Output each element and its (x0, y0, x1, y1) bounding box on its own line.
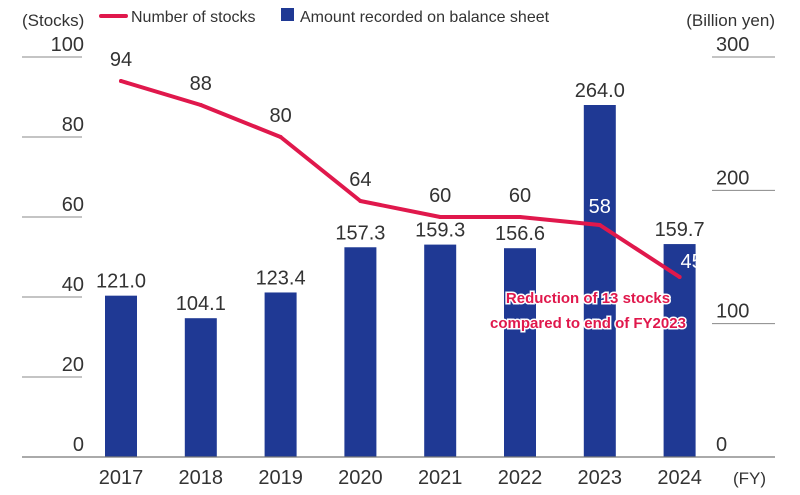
bar-value-label: 123.4 (256, 267, 306, 289)
x-tick-label: 2017 (99, 467, 144, 489)
line-point-2019 (278, 135, 283, 139)
x-tick-label: 2018 (179, 467, 224, 489)
left-axis: 0 20 40 60 80 100 (22, 34, 84, 456)
x-axis-unit: (FY) (733, 469, 766, 488)
legend: Number of stocks Amount recorded on balan… (99, 8, 550, 26)
bar-2019 (264, 292, 297, 457)
x-tick-label: 2023 (578, 467, 623, 489)
left-tick-label: 40 (62, 274, 84, 296)
legend-bar-label: Amount recorded on balance sheet (300, 9, 550, 26)
right-axis: 0 100 200 300 (712, 34, 775, 456)
bar-2021 (424, 244, 457, 457)
bar-value-label: 104.1 (176, 293, 226, 315)
bar-2018 (184, 318, 217, 457)
bar-value-label: 121.0 (96, 271, 146, 293)
line-value-label: 60 (509, 185, 531, 207)
left-axis-label: (Stocks) (22, 11, 84, 30)
x-tick-label: 2022 (498, 467, 543, 489)
left-tick-label: 0 (73, 434, 84, 456)
x-tick-label: 2021 (418, 467, 463, 489)
legend-line-label: Number of stocks (131, 9, 255, 26)
left-tick-label: 60 (62, 194, 84, 216)
bar-value-label: 157.3 (335, 222, 385, 244)
line-point-2018 (198, 103, 203, 107)
line-value-label: 60 (429, 185, 451, 207)
right-tick-label: 0 (716, 434, 727, 456)
line-value-label: 64 (349, 169, 371, 191)
line-value-label: 80 (269, 105, 291, 127)
bar-value-label: 159.3 (415, 220, 465, 242)
bar-2022 (504, 248, 536, 457)
left-tick-label: 80 (62, 114, 84, 136)
bar-2017 (105, 295, 137, 457)
line-point-2023 (597, 223, 602, 227)
x-tick-label: 2020 (338, 467, 383, 489)
annotation-line: compared to end of FY2023 (490, 315, 686, 332)
line-point-2020 (358, 199, 363, 203)
annotation-line: Reduction of 13 stocks (506, 290, 670, 307)
right-axis-label: (Billion yen) (686, 11, 775, 30)
annotation: Reduction of 13 stocks compared to end of… (489, 289, 688, 334)
right-tick-label: 100 (716, 301, 749, 323)
bar-value-label: 159.7 (655, 219, 705, 241)
stocks-line (119, 79, 682, 279)
line-series: 94 88 80 64 60 60 58 45 (110, 49, 703, 279)
bar-2024 (663, 244, 696, 457)
legend-bar-swatch (281, 8, 294, 21)
x-tick-label: 2024 (657, 467, 702, 489)
line-value-label: 58 (589, 196, 611, 218)
bar-value-label: 156.6 (495, 223, 545, 245)
bar-2020 (344, 247, 377, 457)
line-point-2024 (677, 275, 682, 279)
x-axis: 2017 2018 2019 2020 2021 2022 2023 2024 (99, 467, 702, 489)
line-point-2017 (119, 79, 123, 83)
bar-series: 121.0 104.1 123.4 157.3 159.3 156.6 264.0 159.7 (96, 80, 705, 457)
right-tick-label: 300 (716, 34, 749, 56)
line-point-2021 (438, 215, 443, 219)
x-tick-label: 2019 (258, 467, 303, 489)
line-value-label: 94 (110, 49, 132, 71)
right-tick-label: 200 (716, 167, 749, 189)
bar-value-label: 264.0 (575, 80, 625, 102)
line-point-2022 (518, 215, 522, 219)
line-value-label: 88 (190, 73, 212, 95)
line-value-label: 45 (680, 251, 702, 273)
left-tick-label: 20 (62, 354, 84, 376)
bar-2023 (583, 105, 616, 457)
left-tick-label: 100 (51, 34, 84, 56)
